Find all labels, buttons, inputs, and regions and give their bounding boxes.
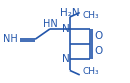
Text: CH₃: CH₃ — [82, 67, 99, 76]
Text: HN: HN — [43, 19, 57, 29]
Text: N: N — [62, 24, 70, 34]
Text: CH₃: CH₃ — [82, 11, 99, 20]
Text: O: O — [95, 46, 103, 56]
Text: O: O — [95, 31, 103, 41]
Text: H₂N: H₂N — [60, 8, 80, 18]
Text: NH: NH — [3, 34, 18, 44]
Text: N: N — [62, 54, 70, 64]
